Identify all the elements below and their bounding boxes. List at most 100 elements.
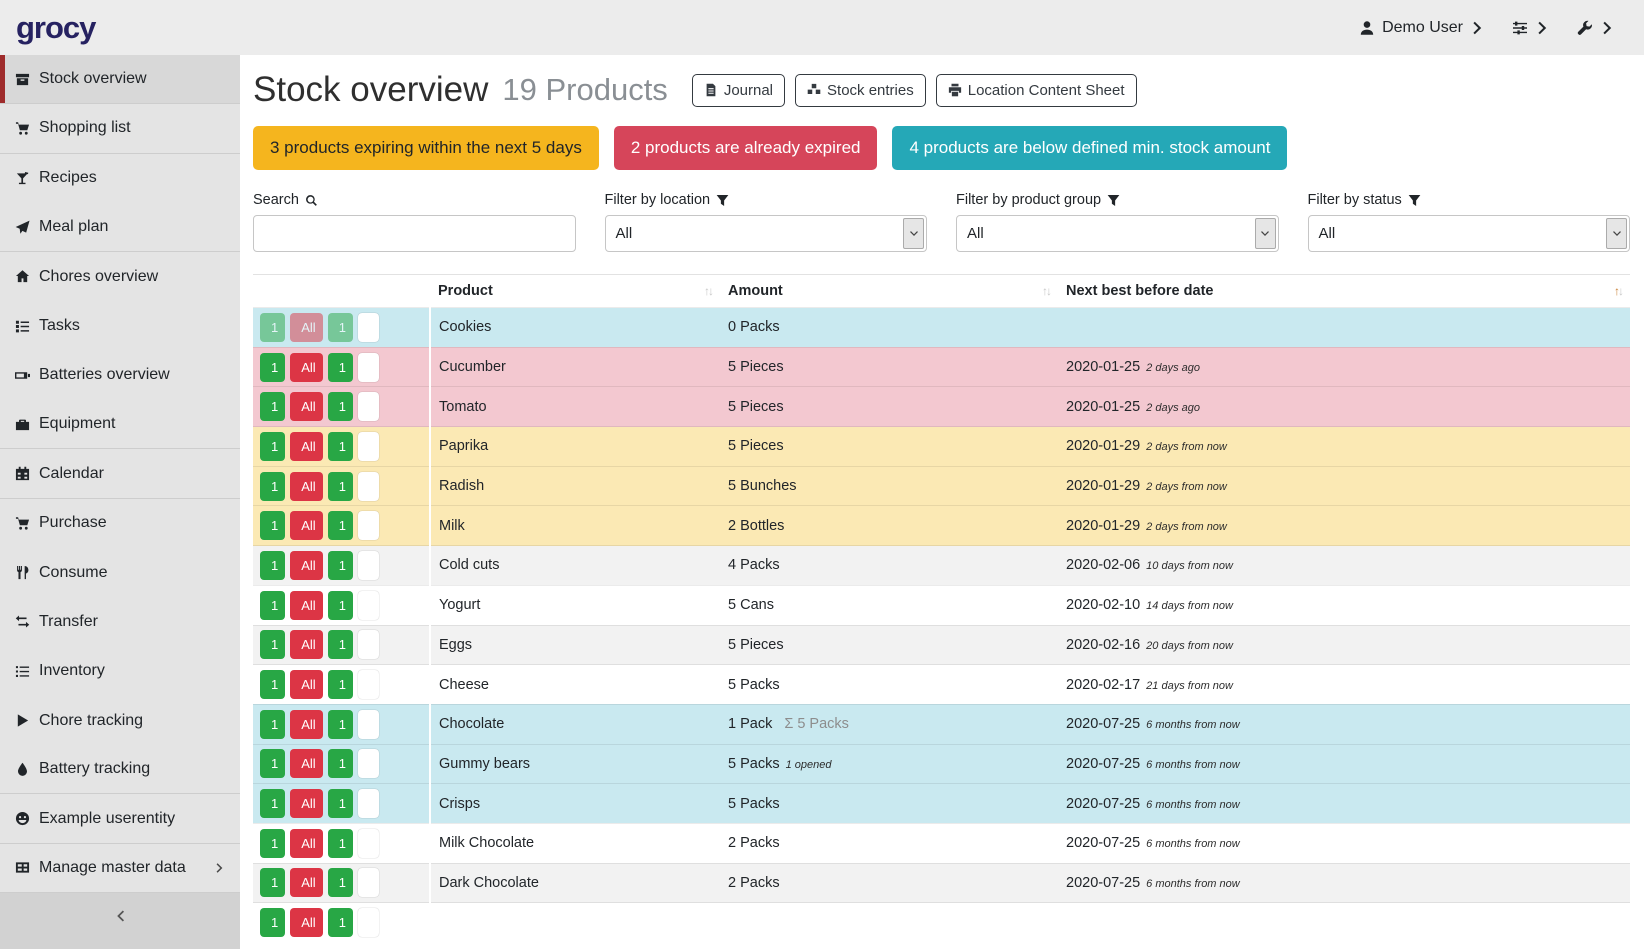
consume-all-button[interactable]: All bbox=[290, 789, 322, 818]
amount-column-header[interactable]: Amount ↑↓ bbox=[720, 275, 1058, 308]
open-one-button[interactable]: 1 bbox=[328, 591, 353, 620]
product-group-select[interactable]: All bbox=[956, 215, 1279, 252]
consume-one-button[interactable]: 1 bbox=[260, 630, 285, 659]
consume-one-button[interactable]: 1 bbox=[260, 313, 285, 342]
consume-one-button[interactable]: 1 bbox=[260, 432, 285, 461]
consume-one-button[interactable]: 1 bbox=[260, 749, 285, 778]
consume-all-button[interactable]: All bbox=[290, 829, 322, 858]
row-menu-button[interactable] bbox=[358, 392, 379, 421]
best-before-column-header[interactable]: Next best before date ↑↓ bbox=[1058, 275, 1630, 308]
row-menu-button[interactable] bbox=[358, 551, 379, 580]
sidebar-item-equipment[interactable]: Equipment bbox=[0, 400, 240, 449]
consume-all-button[interactable]: All bbox=[290, 749, 322, 778]
row-menu-button[interactable] bbox=[358, 432, 379, 461]
consume-all-button[interactable]: All bbox=[290, 591, 322, 620]
consume-all-button[interactable]: All bbox=[290, 511, 322, 540]
expiring-banner[interactable]: 3 products expiring within the next 5 da… bbox=[253, 126, 599, 170]
open-one-button[interactable]: 1 bbox=[328, 551, 353, 580]
user-menu[interactable]: Demo User bbox=[1359, 19, 1486, 37]
sidebar-item-recipes[interactable]: Recipes bbox=[0, 154, 240, 203]
consume-one-button[interactable]: 1 bbox=[260, 392, 285, 421]
open-one-button[interactable]: 1 bbox=[328, 511, 353, 540]
open-one-button[interactable]: 1 bbox=[328, 353, 353, 382]
location-select[interactable]: All bbox=[605, 215, 928, 252]
row-menu-button[interactable] bbox=[358, 353, 379, 382]
consume-all-button[interactable]: All bbox=[290, 630, 322, 659]
open-one-button[interactable]: 1 bbox=[328, 868, 353, 897]
consume-one-button[interactable]: 1 bbox=[260, 908, 285, 937]
sidebar-item-chore-tracking[interactable]: Chore tracking bbox=[0, 696, 240, 745]
sidebar-item-consume[interactable]: Consume bbox=[0, 548, 240, 597]
row-menu-button[interactable] bbox=[358, 511, 379, 540]
consume-all-button[interactable]: All bbox=[290, 353, 322, 382]
open-one-button[interactable]: 1 bbox=[328, 829, 353, 858]
open-one-button[interactable]: 1 bbox=[328, 789, 353, 818]
open-one-button[interactable]: 1 bbox=[328, 472, 353, 501]
expired-banner[interactable]: 2 products are already expired bbox=[614, 126, 878, 170]
open-one-button[interactable]: 1 bbox=[328, 749, 353, 778]
row-menu-button[interactable] bbox=[358, 591, 379, 620]
sidebar-item-shopping-list[interactable]: Shopping list bbox=[0, 104, 240, 153]
open-one-button[interactable]: 1 bbox=[328, 670, 353, 699]
consume-one-button[interactable]: 1 bbox=[260, 353, 285, 382]
consume-all-button[interactable]: All bbox=[290, 908, 322, 937]
row-menu-button[interactable] bbox=[358, 472, 379, 501]
consume-one-button[interactable]: 1 bbox=[260, 551, 285, 580]
sidebar-item-purchase[interactable]: Purchase bbox=[0, 499, 240, 548]
row-menu-button[interactable] bbox=[358, 789, 379, 818]
product-column-header[interactable]: Product ↑↓ bbox=[430, 275, 720, 308]
location-content-sheet-button[interactable]: Location Content Sheet bbox=[936, 74, 1137, 107]
sidebar-collapse-button[interactable] bbox=[0, 893, 240, 949]
open-one-button[interactable]: 1 bbox=[328, 710, 353, 739]
consume-all-button[interactable]: All bbox=[290, 472, 322, 501]
sidebar-item-battery-tracking[interactable]: Battery tracking bbox=[0, 745, 240, 794]
row-menu-button[interactable] bbox=[358, 313, 379, 342]
consume-all-button[interactable]: All bbox=[290, 710, 322, 739]
consume-all-button[interactable]: All bbox=[290, 432, 322, 461]
sidebar-item-tasks[interactable]: Tasks bbox=[0, 301, 240, 350]
open-one-button[interactable]: 1 bbox=[328, 630, 353, 659]
sidebar-item-example-userentity[interactable]: Example userentity bbox=[0, 794, 240, 843]
row-menu-button[interactable] bbox=[358, 749, 379, 778]
stock-entries-button[interactable]: Stock entries bbox=[795, 74, 926, 107]
sidebar-item-transfer[interactable]: Transfer bbox=[0, 597, 240, 646]
open-one-button[interactable]: 1 bbox=[328, 432, 353, 461]
consume-one-button[interactable]: 1 bbox=[260, 511, 285, 540]
open-one-button[interactable]: 1 bbox=[328, 392, 353, 421]
amount-value: 1 Pack bbox=[728, 716, 772, 732]
sidebar-item-inventory[interactable]: Inventory bbox=[0, 647, 240, 696]
consume-all-button[interactable]: All bbox=[290, 313, 322, 342]
grocy-logo[interactable]: grocy bbox=[16, 10, 95, 46]
consume-one-button[interactable]: 1 bbox=[260, 710, 285, 739]
sidebar-item-meal-plan[interactable]: Meal plan bbox=[0, 203, 240, 252]
row-menu-button[interactable] bbox=[358, 710, 379, 739]
row-menu-button[interactable] bbox=[358, 868, 379, 897]
consume-one-button[interactable]: 1 bbox=[260, 829, 285, 858]
open-one-button[interactable]: 1 bbox=[328, 908, 353, 937]
consume-all-button[interactable]: All bbox=[290, 868, 322, 897]
consume-one-button[interactable]: 1 bbox=[260, 868, 285, 897]
consume-all-button[interactable]: All bbox=[290, 392, 322, 421]
consume-one-button[interactable]: 1 bbox=[260, 472, 285, 501]
admin-menu[interactable] bbox=[1577, 20, 1616, 36]
status-select[interactable]: All bbox=[1308, 215, 1631, 252]
row-menu-button[interactable] bbox=[358, 829, 379, 858]
row-menu-button[interactable] bbox=[358, 908, 379, 937]
search-input[interactable] bbox=[253, 215, 576, 252]
settings-menu[interactable] bbox=[1512, 20, 1551, 36]
journal-button[interactable]: Journal bbox=[692, 74, 785, 107]
row-menu-button[interactable] bbox=[358, 630, 379, 659]
sidebar-item-batteries-overview[interactable]: Batteries overview bbox=[0, 351, 240, 400]
sidebar-item-chores-overview[interactable]: Chores overview bbox=[0, 252, 240, 301]
sidebar-item-stock-overview[interactable]: Stock overview bbox=[0, 55, 240, 104]
consume-all-button[interactable]: All bbox=[290, 670, 322, 699]
open-one-button[interactable]: 1 bbox=[328, 313, 353, 342]
consume-all-button[interactable]: All bbox=[290, 551, 322, 580]
consume-one-button[interactable]: 1 bbox=[260, 670, 285, 699]
below-min-stock-banner[interactable]: 4 products are below defined min. stock … bbox=[892, 126, 1287, 170]
consume-one-button[interactable]: 1 bbox=[260, 789, 285, 818]
sidebar-item-calendar[interactable]: Calendar bbox=[0, 449, 240, 498]
row-menu-button[interactable] bbox=[358, 670, 379, 699]
sidebar-item-manage-master-data[interactable]: Manage master data bbox=[0, 844, 240, 893]
consume-one-button[interactable]: 1 bbox=[260, 591, 285, 620]
